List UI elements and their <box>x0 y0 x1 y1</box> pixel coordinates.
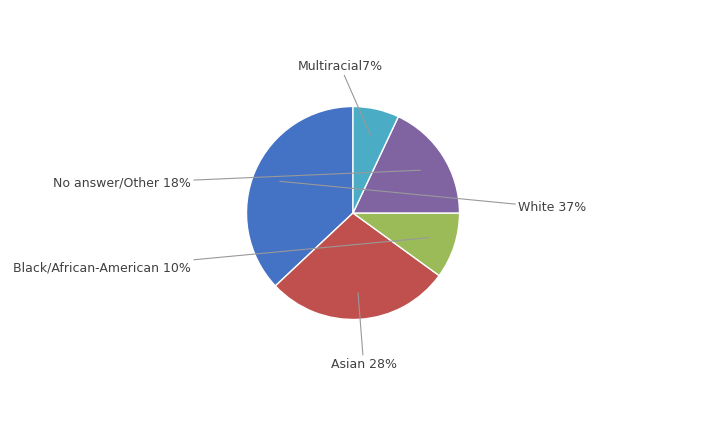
Wedge shape <box>275 213 439 320</box>
Text: No answer/Other 18%: No answer/Other 18% <box>53 170 421 190</box>
Text: Asian 28%: Asian 28% <box>330 293 397 371</box>
Wedge shape <box>353 106 398 213</box>
Wedge shape <box>353 117 460 213</box>
Text: Black/African-American 10%: Black/African-American 10% <box>13 238 429 275</box>
Wedge shape <box>246 106 353 286</box>
Text: White 37%: White 37% <box>280 181 586 214</box>
Text: Multiracial7%: Multiracial7% <box>298 60 383 135</box>
Wedge shape <box>353 213 460 276</box>
